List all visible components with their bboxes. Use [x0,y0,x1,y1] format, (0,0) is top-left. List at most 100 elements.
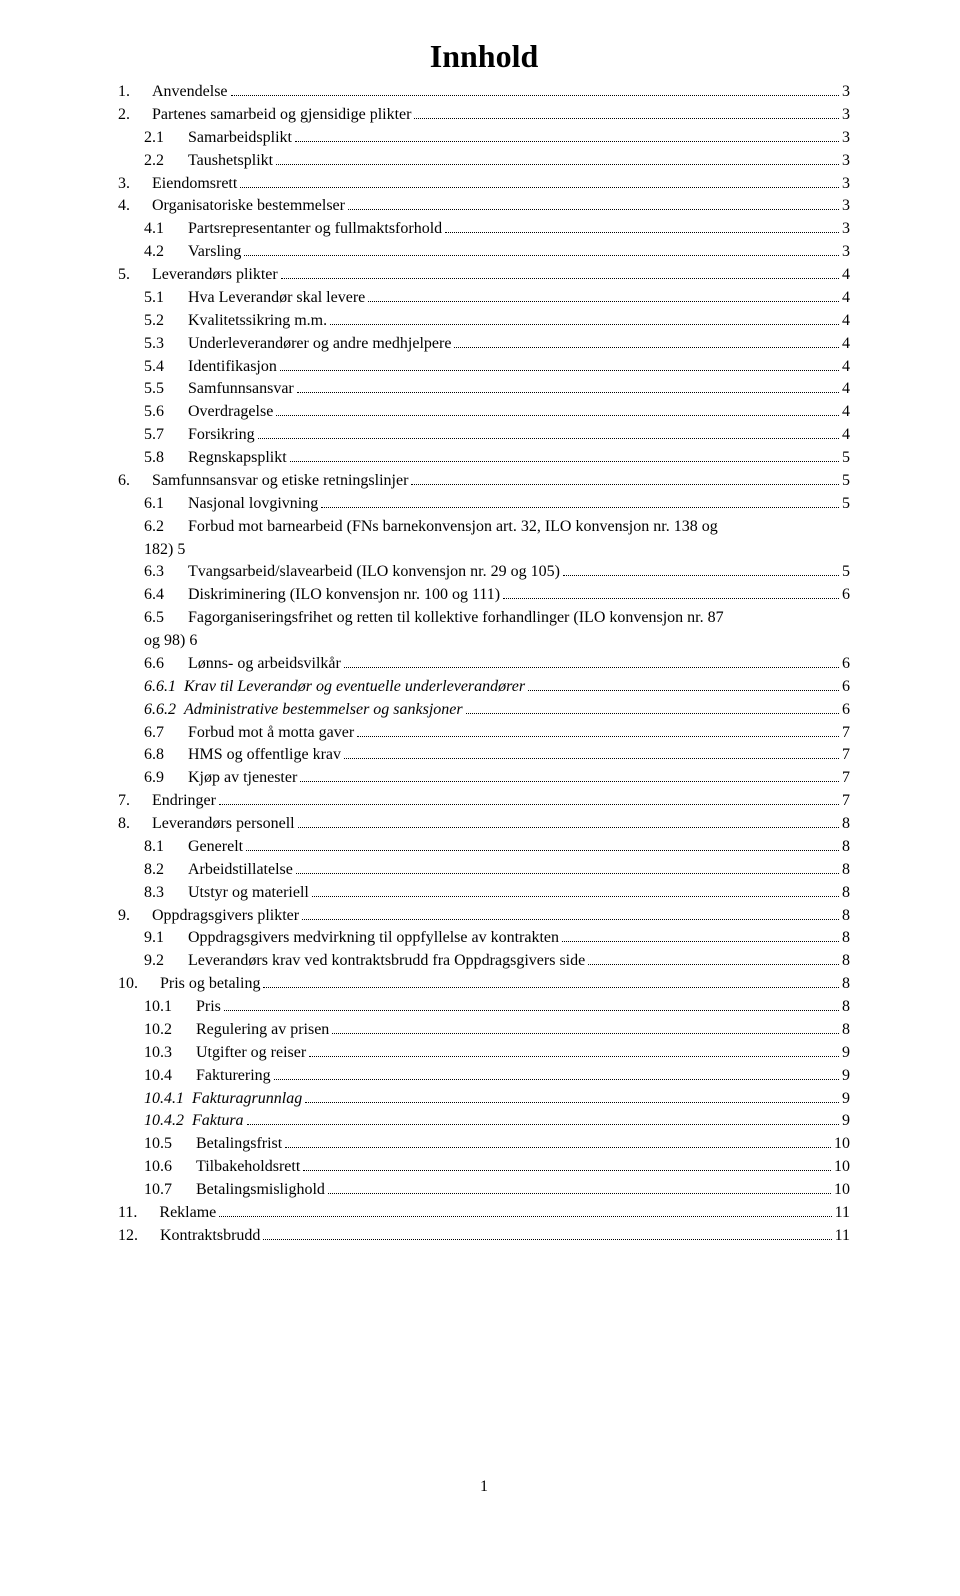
toc-leader-dots [240,187,839,188]
toc-entry: 5.4Identifikasjon 4 [118,356,850,379]
toc-entry-number: 10.4 [144,1065,196,1088]
toc-entry-number: 2.1 [144,127,188,150]
toc-leader-dots [296,873,839,874]
toc-entry-page: 8 [842,859,850,882]
toc-leader-dots [302,919,839,920]
toc-entry-text: Forbud mot barnearbeid (FNs barnekonvens… [188,518,718,535]
toc-entry-text: Nasjonal lovgivning [188,493,318,516]
toc-entry-trail: og 98) 6 [144,630,197,653]
toc-entry-page: 8 [842,836,850,859]
toc-entry-text: Tvangsarbeid/slavearbeid (ILO konvensjon… [188,561,560,584]
toc-entry-page: 3 [842,195,850,218]
toc-leader-dots [258,438,839,439]
toc-leader-dots [263,1239,831,1240]
toc-entry-number: 5.1 [144,287,188,310]
toc-entry-text: Identifikasjon [188,356,277,379]
toc-leader-dots [303,1170,831,1171]
toc-leader-dots [348,209,839,210]
toc-entry-text: Utstyr og materiell [188,882,309,905]
toc-entry: 7.Endringer 7 [118,790,850,813]
toc-entry-number: 6.4 [144,584,188,607]
toc-entry-number: 11. [118,1202,159,1225]
toc-entry: 10.7Betalingsmislighold 10 [118,1179,850,1202]
toc-entry: 6.4Diskriminering (ILO konvensjon nr. 10… [118,584,850,607]
toc-entry: 1.Anvendelse 3 [118,81,850,104]
toc-leader-dots [290,461,839,462]
toc-entry-page: 3 [842,150,850,173]
toc-entry-text: Eiendomsrett [152,173,237,196]
toc-entry-number: 5.2 [144,310,188,333]
toc-entry-page: 8 [842,1019,850,1042]
toc-entry: 10.2Regulering av prisen 8 [118,1019,850,1042]
toc-entry-number: 7. [118,790,152,813]
toc-entry: 6.3Tvangsarbeid/slavearbeid (ILO konvens… [118,561,850,584]
toc-entry-page: 3 [842,241,850,264]
toc-entry: 4.2Varsling 3 [118,241,850,264]
toc-entry-text: Taushetsplikt [188,150,273,173]
toc-entry-text: Reklame [159,1202,216,1225]
toc-entry: 4.1Partsrepresentanter og fullmaktsforho… [118,218,850,241]
toc-entry-number: 3. [118,173,152,196]
toc-entry-number: 5.7 [144,424,188,447]
toc-leader-dots [528,690,839,691]
toc-entry: 6.5Fagorganiseringsfrihet og retten til … [118,607,850,630]
toc-entry-text: Pris [196,996,221,1019]
toc-entry-page: 7 [842,790,850,813]
toc-entry-page: 4 [842,287,850,310]
toc-leader-dots [280,370,839,371]
toc-entry-page: 4 [842,264,850,287]
toc-entry-page: 11 [835,1202,850,1225]
toc-entry-text: Oppdragsgivers medvirkning til oppfyllel… [188,927,559,950]
toc-leader-dots [300,781,839,782]
toc-entry-page: 4 [842,378,850,401]
toc-leader-dots [466,713,839,714]
toc-entry: 10.1Pris 8 [118,996,850,1019]
toc-entry-text: Lønns- og arbeidsvilkår [188,653,341,676]
toc-leader-dots [305,1102,839,1103]
toc-entry: 8.Leverandørs personell 8 [118,813,850,836]
toc-entry-text: Samfunnsansvar og etiske retningslinjer [152,470,408,493]
toc-entry-text: Samarbeidsplikt [188,127,292,150]
toc-entry-text: Forsikring [188,424,255,447]
toc-entry-text: Forbud mot å motta gaver [188,722,354,745]
toc-leader-dots [274,1079,839,1080]
toc-entry-text: Samfunnsansvar [188,378,294,401]
toc-entry-number: 5.4 [144,356,188,379]
toc-entry: 6.6Lønns- og arbeidsvilkår 6 [118,653,850,676]
toc-entry-page: 7 [842,767,850,790]
toc-entry-number: 9.1 [144,927,188,950]
toc-entry-page: 5 [842,447,850,470]
toc-leader-dots [224,1010,839,1011]
toc-entry-number: 10.7 [144,1179,196,1202]
toc-entry: 9.Oppdragsgivers plikter 8 [118,905,850,928]
toc-leader-dots [321,507,839,508]
toc-entry-page: 8 [842,905,850,928]
toc-entry: 10.3Utgifter og reiser 9 [118,1042,850,1065]
toc-entry: 6.1Nasjonal lovgivning 5 [118,493,850,516]
toc-entry: 10.4.1Fakturagrunnlag 9 [118,1088,850,1111]
toc-entry-text: Kjøp av tjenester [188,767,297,790]
toc-leader-dots [411,484,839,485]
toc-entry-page: 10 [834,1133,850,1156]
toc-entry-number: 5.6 [144,401,188,424]
toc-entry-text: Regulering av prisen [196,1019,329,1042]
toc-entry: 10.6Tilbakeholdsrett 10 [118,1156,850,1179]
toc-entry-page: 8 [842,973,850,996]
toc-entry-text: HMS og offentlige krav [188,744,341,767]
toc-entry-page: 9 [842,1088,850,1111]
toc-leader-dots [328,1193,831,1194]
toc-entry-page: 4 [842,424,850,447]
toc-leader-dots [368,301,839,302]
toc-entry-page: 6 [842,699,850,722]
toc-leader-dots [276,415,839,416]
toc-entry-text: Partenes samarbeid og gjensidige plikter [152,104,411,127]
toc-leader-dots [445,232,839,233]
toc-entry-continuation: 182) 5 [118,539,850,562]
toc-leader-dots [344,667,839,668]
toc-leader-dots [297,392,839,393]
toc-entry-text: Overdragelse [188,401,273,424]
toc-entry-text: Oppdragsgivers plikter [152,905,299,928]
toc-entry-page: 3 [842,104,850,127]
toc-entry-page: 7 [842,744,850,767]
toc-entry-number: 8. [118,813,152,836]
